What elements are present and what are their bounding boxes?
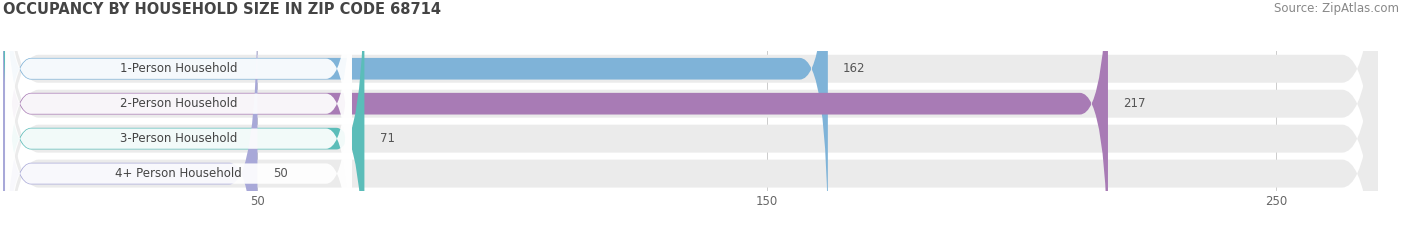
FancyBboxPatch shape — [3, 0, 1378, 233]
Text: 162: 162 — [844, 62, 866, 75]
Text: 3-Person Household: 3-Person Household — [120, 132, 238, 145]
Text: 50: 50 — [273, 167, 287, 180]
FancyBboxPatch shape — [3, 0, 1378, 233]
FancyBboxPatch shape — [3, 0, 1108, 233]
Text: 1-Person Household: 1-Person Household — [120, 62, 238, 75]
FancyBboxPatch shape — [6, 9, 352, 233]
Text: 71: 71 — [380, 132, 395, 145]
FancyBboxPatch shape — [6, 0, 352, 233]
Text: OCCUPANCY BY HOUSEHOLD SIZE IN ZIP CODE 68714: OCCUPANCY BY HOUSEHOLD SIZE IN ZIP CODE … — [3, 2, 441, 17]
Text: 4+ Person Household: 4+ Person Household — [115, 167, 242, 180]
FancyBboxPatch shape — [6, 0, 352, 233]
Text: 2-Person Household: 2-Person Household — [120, 97, 238, 110]
Text: Source: ZipAtlas.com: Source: ZipAtlas.com — [1274, 2, 1399, 15]
Text: 217: 217 — [1123, 97, 1146, 110]
FancyBboxPatch shape — [3, 0, 257, 233]
FancyBboxPatch shape — [3, 0, 364, 233]
FancyBboxPatch shape — [6, 0, 352, 233]
FancyBboxPatch shape — [3, 0, 1378, 233]
FancyBboxPatch shape — [3, 0, 1378, 233]
FancyBboxPatch shape — [3, 0, 828, 233]
